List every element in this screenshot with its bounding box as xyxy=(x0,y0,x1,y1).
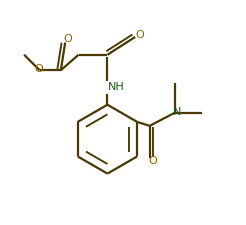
Text: O: O xyxy=(149,156,157,166)
Text: O: O xyxy=(34,64,43,74)
Text: NH: NH xyxy=(108,82,125,92)
Text: O: O xyxy=(63,34,72,44)
Text: O: O xyxy=(135,30,144,40)
Text: N: N xyxy=(173,108,181,117)
